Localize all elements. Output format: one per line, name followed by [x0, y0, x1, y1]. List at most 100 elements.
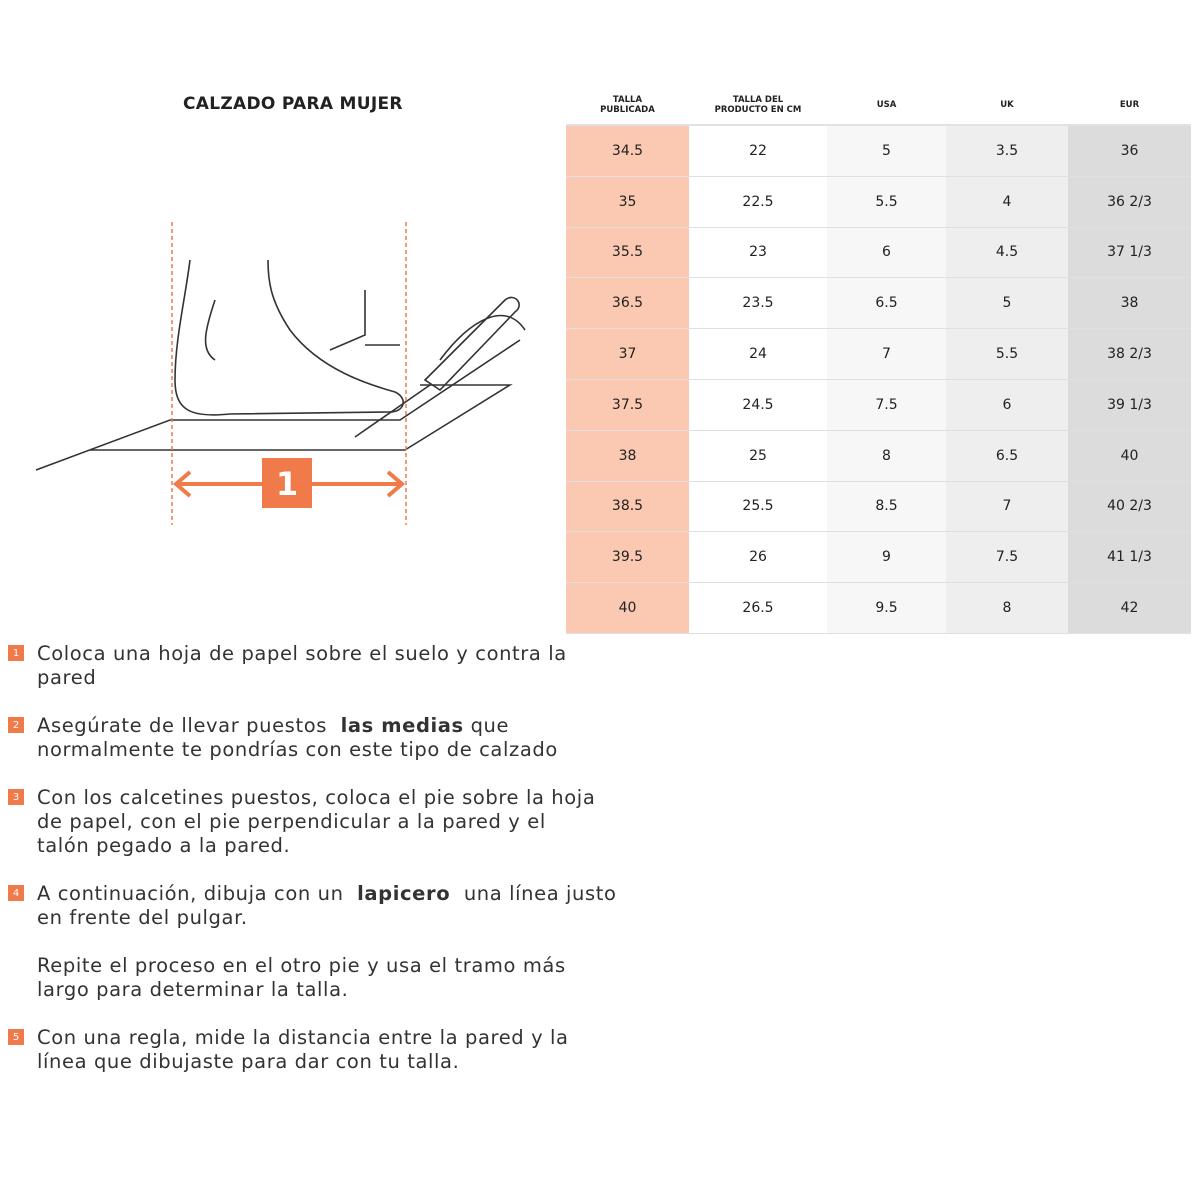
table-cell: 5 — [946, 278, 1068, 329]
step-text-segment: Repite el proceso en el otro pie y usa e… — [37, 954, 566, 977]
table-cell: 40 2/3 — [1068, 481, 1191, 532]
table-cell: 7.5 — [946, 532, 1068, 583]
floor-line — [35, 339, 521, 471]
instruction-step: 3 Con los calcetines puestos, coloca el p… — [8, 786, 598, 858]
step-text-line: de papel, con el pie perpendicular a la … — [37, 810, 595, 834]
table-cell: 9 — [827, 532, 946, 583]
header-talla-publicada: TALLA PUBLICADA — [600, 95, 655, 115]
header-usa: USA — [876, 100, 897, 110]
step-emphasis: las medias — [340, 714, 464, 737]
step-text-segment: normalmente te pondrías con este tipo de… — [37, 738, 558, 761]
step-text-line: Con los calcetines puestos, coloca el pi… — [37, 786, 595, 810]
table-cell: 38.5 — [566, 481, 689, 532]
table-cell: 6.5 — [946, 430, 1068, 481]
step-emphasis: lapicero — [357, 882, 451, 905]
header-eur: EUR — [1119, 100, 1140, 110]
table-cell: 9.5 — [827, 583, 946, 633]
table-body: 34.5 22 5 3.5 36 35 22.5 5.5 4 36 2/3 35.5 23 6 4.5 37… — [566, 124, 1191, 634]
step-text-line: Repite el proceso en el otro pie y usa e… — [37, 954, 566, 978]
step-text-segment: línea que dibujaste para dar con tu tall… — [37, 1050, 460, 1073]
header-uk: UK — [1000, 100, 1014, 110]
step-number-badge: 4 — [8, 885, 24, 901]
table-cell: 40 — [1068, 430, 1191, 481]
step-text-line: Asegúrate de llevar puestos las medias q… — [37, 714, 558, 738]
instruction-step: 2 Asegúrate de llevar puestos las medias … — [8, 714, 598, 762]
table-cell: 38 — [566, 430, 689, 481]
paper-sheet — [90, 384, 513, 451]
table-cell: 25.5 — [689, 481, 827, 532]
step-text-segment: Asegúrate de llevar puestos — [37, 714, 341, 737]
table-cell: 26.5 — [689, 583, 827, 633]
table-row: 38 25 8 6.5 40 — [566, 430, 1191, 482]
foot-measurement-illustration: 1 — [35, 222, 526, 525]
step-text: Asegúrate de llevar puestos las medias q… — [37, 714, 558, 762]
step-text-line: largo para determinar la talla. — [37, 978, 566, 1002]
step-text-line: línea que dibujaste para dar con tu tall… — [37, 1050, 569, 1074]
table-row: 38.5 25.5 8.5 7 40 2/3 — [566, 481, 1191, 533]
table-cell: 5 — [827, 126, 946, 176]
instructions-list: 1 Coloca una hoja de papel sobre el suelo… — [8, 642, 616, 1098]
instruction-step: Repite el proceso en el otro pie y usa e… — [8, 954, 598, 1002]
table-cell: 6.5 — [827, 278, 946, 329]
foot-outline — [174, 259, 404, 416]
step-text-line: talón pegado a la pared. — [37, 834, 595, 858]
step-text: Con una regla, mide la distancia entre l… — [37, 1026, 569, 1074]
table-cell: 3.5 — [946, 126, 1068, 176]
table-cell: 40 — [566, 583, 689, 633]
step-number-badge: 5 — [8, 1029, 24, 1045]
step-text: Con los calcetines puestos, coloca el pi… — [37, 786, 595, 858]
step-number-badge: 1 — [8, 645, 24, 661]
table-cell: 7.5 — [827, 379, 946, 430]
step-text-segment: de papel, con el pie perpendicular a la … — [37, 810, 546, 833]
table-row: 35.5 23 6 4.5 37 1/3 — [566, 227, 1191, 279]
step-number-badge: 3 — [8, 789, 24, 805]
step-text-segment: talón pegado a la pared. — [37, 834, 291, 857]
table-cell: 24.5 — [689, 379, 827, 430]
step-text-segment: que — [463, 714, 510, 737]
table-cell: 5.5 — [946, 329, 1068, 379]
table-cell: 35.5 — [566, 227, 689, 278]
step-number-badge: 2 — [8, 717, 24, 733]
table-cell: 39 1/3 — [1068, 379, 1191, 430]
table-cell: 38 — [1068, 278, 1191, 329]
table-cell: 22.5 — [689, 176, 827, 227]
wall-line — [329, 290, 400, 351]
measure-marker-label: 1 — [276, 465, 298, 503]
table-row: 37.5 24.5 7.5 6 39 1/3 — [566, 379, 1191, 431]
step-text: A continuación, dibuja con un lapicero u… — [37, 882, 617, 930]
table-cell: 37.5 — [566, 379, 689, 430]
page-title: CALZADO PARA MUJER — [183, 94, 403, 114]
table-cell: 8 — [827, 430, 946, 481]
table-cell: 4.5 — [946, 227, 1068, 278]
step-text-segment: largo para determinar la talla. — [37, 978, 349, 1001]
size-table: TALLA PUBLICADA TALLA DEL PRODUCTO EN CM… — [566, 86, 1191, 634]
table-cell: 36 2/3 — [1068, 176, 1191, 227]
instruction-step: 1 Coloca una hoja de papel sobre el suelo… — [8, 642, 598, 690]
step-text-line: normalmente te pondrías con este tipo de… — [37, 738, 558, 762]
table-row: 36.5 23.5 6.5 5 38 — [566, 278, 1191, 330]
table-cell: 6 — [946, 379, 1068, 430]
table-cell: 8 — [946, 583, 1068, 633]
step-text: Repite el proceso en el otro pie y usa e… — [37, 954, 566, 1002]
instruction-step: 4 A continuación, dibuja con un lapicero … — [8, 882, 616, 930]
step-text-segment: Coloca una hoja de papel sobre el suelo … — [37, 642, 567, 665]
table-cell: 23 — [689, 227, 827, 278]
table-row: 35 22.5 5.5 4 36 2/3 — [566, 176, 1191, 228]
table-cell: 37 1/3 — [1068, 227, 1191, 278]
step-text-segment: Con una regla, mide la distancia entre l… — [37, 1026, 569, 1049]
table-cell: 38 2/3 — [1068, 329, 1191, 379]
table-cell: 24 — [689, 329, 827, 379]
table-row: 34.5 22 5 3.5 36 — [566, 126, 1191, 177]
step-text-line: A continuación, dibuja con un lapicero u… — [37, 882, 617, 906]
step-text-segment: en frente del pulgar. — [37, 906, 248, 929]
table-cell: 39.5 — [566, 532, 689, 583]
pencil-icon — [423, 296, 520, 392]
table-cell: 34.5 — [566, 126, 689, 176]
table-cell: 26 — [689, 532, 827, 583]
step-text: Coloca una hoja de papel sobre el suelo … — [37, 642, 567, 690]
table-cell: 5.5 — [827, 176, 946, 227]
step-text-line: Con una regla, mide la distancia entre l… — [37, 1026, 569, 1050]
table-cell: 4 — [946, 176, 1068, 227]
step-text-segment: A continuación, dibuja con un — [37, 882, 358, 905]
table-cell: 6 — [827, 227, 946, 278]
